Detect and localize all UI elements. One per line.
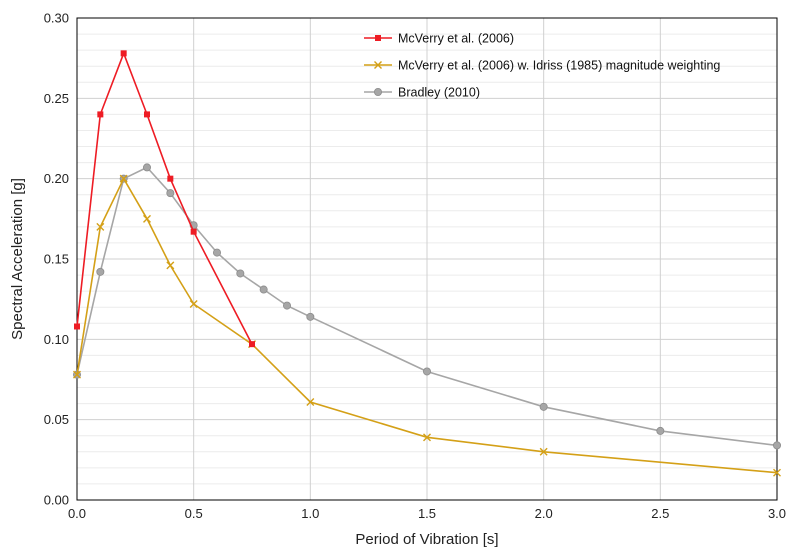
data-point-stroke [96,222,105,231]
data-point [422,367,431,376]
y-tick-label: 0.30 [44,11,69,26]
data-point [282,301,291,310]
x-tick-label: 3.0 [768,506,786,521]
data-point [166,189,175,198]
data-point [74,323,80,330]
series-2 [73,174,781,477]
data-point [375,35,381,41]
data-point [119,174,128,183]
x-tick-label: 0.0 [68,506,86,521]
data-point-stroke [374,61,382,69]
data-point-stroke [166,261,175,270]
y-tick-label: 0.00 [44,493,69,508]
x-tick-label: 1.5 [418,506,436,521]
data-point [249,341,255,348]
x-axis: 0.0 0.5 1.0 1.5 2.0 2.5 3.0 [68,506,786,521]
data-point [96,267,105,276]
legend-label: McVerry et al. (2006) w. Idriss (1985) m… [398,59,720,73]
plot-frame [76,17,778,501]
y-axis-title: Spectral Acceleration [g] [9,178,26,340]
data-point-stroke [143,214,151,223]
series-layer [73,50,782,477]
data-point-stroke [306,397,315,406]
data-point [539,402,548,411]
legend-label: McVerry et al. (2006) [398,32,514,46]
data-point [374,61,382,69]
legend: McVerry et al. (2006) McVerry et al. (200… [364,32,720,100]
data-point [189,299,198,308]
data-point [97,111,104,118]
data-point [167,175,174,182]
data-point [96,222,105,231]
y-axis: 0.00 0.05 0.10 0.15 0.20 0.25 0.30 [44,11,69,508]
data-point [423,433,431,442]
data-point [306,312,315,321]
data-point [120,50,127,57]
y-tick-label: 0.20 [44,171,69,186]
x-axis-title: Period of Vibration [s] [355,531,498,548]
data-point-stroke [119,174,128,183]
legend-entry: McVerry et al. (2006) w. Idriss (1985) m… [364,59,720,73]
y-tick-label: 0.15 [44,252,69,267]
data-point-stroke [773,468,781,477]
y-tick-label: 0.05 [44,412,69,427]
data-point [773,441,782,450]
legend-entry: McVerry et al. (2006) [364,32,514,46]
data-point [143,214,151,223]
data-point [166,261,175,270]
data-point [656,426,665,435]
x-tick-label: 2.0 [535,506,553,521]
series-1 [74,50,255,348]
series-line [76,51,253,345]
data-point-stroke [73,370,81,379]
data-point [259,285,268,294]
data-point [142,163,151,172]
data-point [73,370,81,379]
legend-entry: Bradley (2010) [364,86,480,100]
data-point [373,88,382,97]
data-point [190,228,197,235]
data-point [236,269,245,278]
x-tick-label: 1.0 [301,506,319,521]
data-point-stroke [539,447,548,456]
x-tick-label: 2.5 [651,506,669,521]
data-point-stroke [189,299,198,308]
legend-label: Bradley (2010) [398,86,480,100]
x-tick-label: 0.5 [185,506,203,521]
y-tick-label: 0.25 [44,91,69,106]
data-point [212,248,221,257]
data-point [144,111,150,118]
data-point [539,447,548,456]
data-point [773,468,781,477]
data-point-stroke [423,433,431,442]
y-tick-label: 0.10 [44,332,69,347]
data-point [306,397,315,406]
